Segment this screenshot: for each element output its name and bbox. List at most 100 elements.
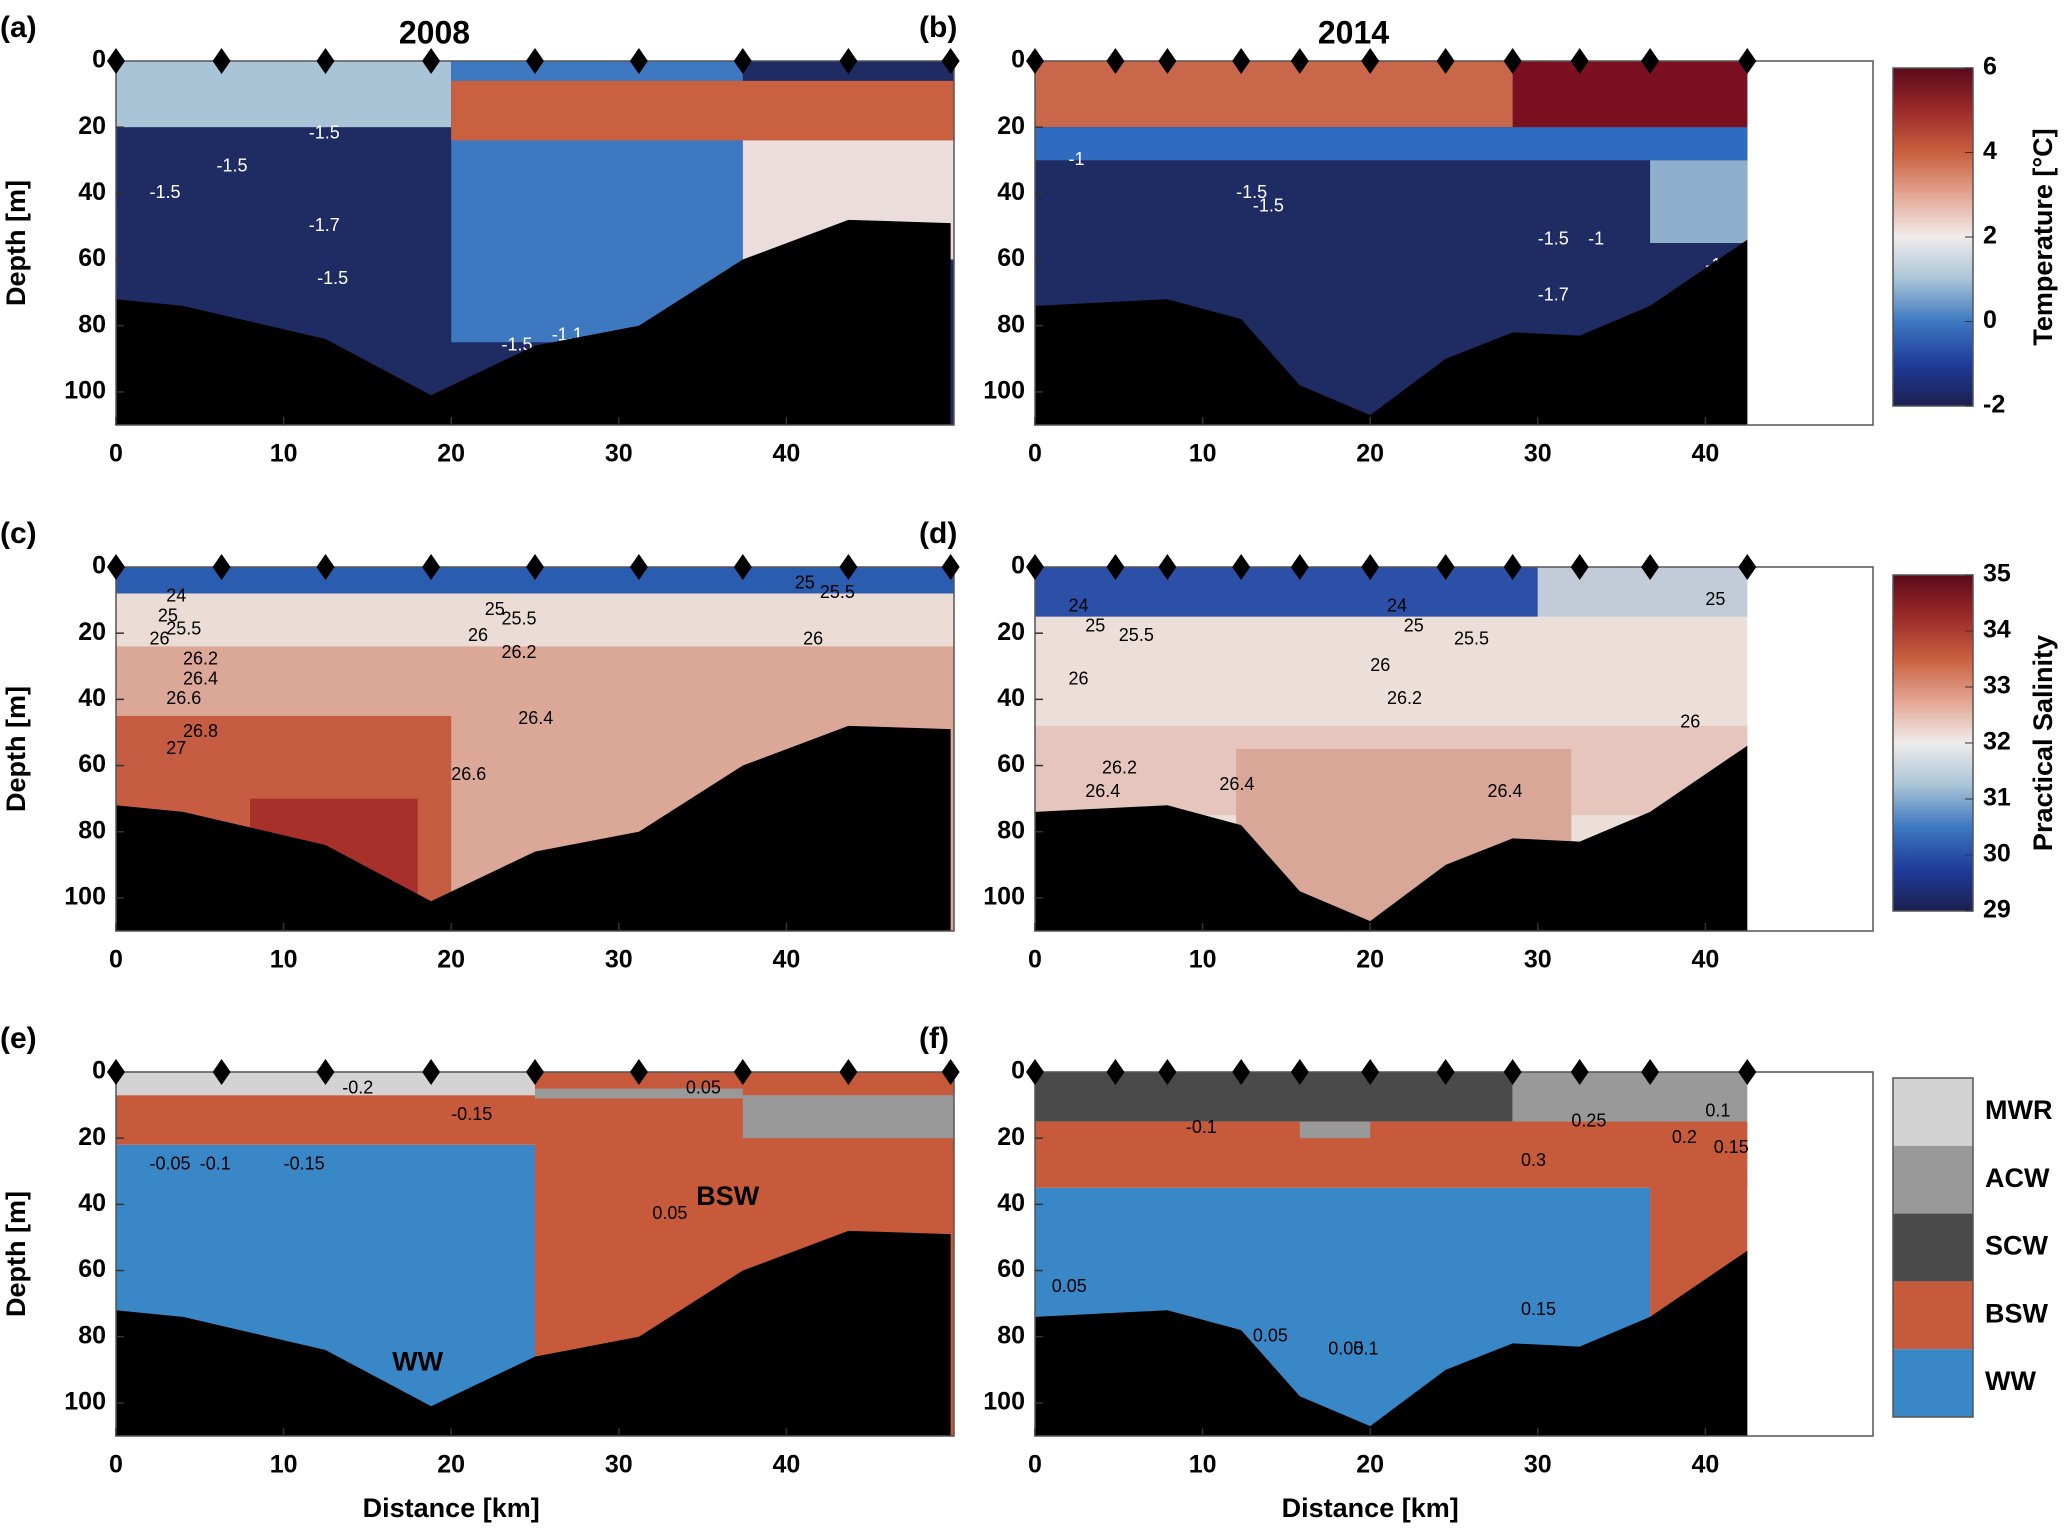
contour-label: 25.5 [1454, 629, 1489, 649]
contour-label: 0.1 [1353, 1339, 1378, 1359]
x-tick-label: 10 [270, 440, 298, 468]
y-tick-label: 40 [78, 684, 106, 712]
legend-swatch [1893, 1145, 1973, 1214]
station-marker [1106, 48, 1125, 74]
y-tick-label: 20 [78, 112, 106, 140]
y-tick-label: 80 [78, 310, 106, 338]
y-tick-label: 60 [78, 1255, 106, 1283]
contour-label: -1 [1069, 149, 1085, 169]
station-marker [1641, 48, 1660, 74]
water-region [451, 80, 954, 141]
station-marker [733, 554, 752, 580]
x-tick-label: 10 [1189, 1451, 1217, 1479]
colorbar-tick-label: 0 [1983, 306, 1997, 334]
x-tick-label: 20 [1356, 1451, 1384, 1479]
contour-label: 26 [803, 629, 823, 649]
x-tick-label: 40 [1691, 946, 1719, 974]
x-tick-label: 40 [1691, 1451, 1719, 1479]
legend: MWR ACW SCW BSW WW [1892, 1077, 2052, 1418]
legend-swatch [1893, 1213, 1973, 1282]
station-marker [1106, 554, 1125, 580]
station-marker [839, 48, 858, 74]
contour-label: 0.05 [686, 1077, 721, 1097]
station-marker [526, 48, 544, 74]
contour-label: -1 [1588, 228, 1604, 248]
contour-label: -0.1 [200, 1153, 231, 1173]
seafloor [116, 725, 951, 931]
station-marker [733, 1059, 752, 1085]
colorbar-tick-label: 34 [1983, 616, 2011, 644]
y-tick-label: 100 [64, 377, 106, 405]
contour-label: -1.5 [317, 268, 348, 288]
contour-label: -0.2 [342, 1077, 373, 1097]
x-tick-label: 30 [1524, 946, 1552, 974]
station-marker [1641, 1059, 1660, 1085]
legend-label: SCW [1985, 1231, 2049, 1261]
station-marker [839, 1059, 858, 1085]
y-tick-label: 0 [92, 552, 106, 580]
contour-label: 24 [1387, 595, 1407, 615]
station-marker [733, 48, 752, 74]
y-tick-label: 100 [64, 1388, 106, 1416]
contour-label: 26.2 [501, 642, 536, 662]
x-tick-label: 0 [1028, 440, 1042, 468]
contour-label: -1.5 [1538, 228, 1569, 248]
station-marker [941, 554, 960, 580]
panel: -0.10.30.250.2 0.150.10.050.050.10.150.05… [919, 1022, 1874, 1523]
contour-label: 26.4 [518, 708, 553, 728]
x-tick-label: 10 [1189, 946, 1217, 974]
y-tick-label: 20 [997, 1123, 1025, 1151]
x-tick-label: 20 [437, 1451, 465, 1479]
station-marker [526, 554, 544, 580]
station-marker [422, 1059, 441, 1085]
station-marker [1232, 1059, 1251, 1085]
contour-label: 0.25 [1571, 1110, 1606, 1130]
x-tick-label: 40 [772, 440, 800, 468]
station-marker [1106, 1059, 1125, 1085]
contour-label: 26.6 [451, 764, 486, 784]
panel-label: (d) [919, 517, 957, 550]
contour-label: 0.1 [1705, 1100, 1730, 1120]
colorbar-tick-label: -2 [1983, 391, 2005, 419]
contour-label: -1.5 [309, 123, 340, 143]
panel-label: (a) [0, 11, 37, 44]
colorbar-tick-label: 6 [1983, 53, 1997, 81]
x-axis-label: Distance [km] [363, 1493, 540, 1523]
water-region [1035, 1072, 1513, 1122]
water-region [1035, 127, 1748, 161]
water-region [1537, 567, 1748, 617]
station-marker [1026, 1059, 1044, 1085]
station-marker [1738, 1059, 1757, 1085]
legend-swatch [1893, 1281, 1973, 1350]
colorbar-tick-label: 30 [1983, 840, 2011, 868]
y-tick-label: 60 [78, 750, 106, 778]
station-marker [1232, 48, 1251, 74]
station-marker [1436, 1059, 1455, 1085]
legend-label: WW [1985, 1366, 2036, 1396]
y-tick-label: 60 [997, 244, 1025, 272]
x-tick-label: 0 [109, 440, 123, 468]
station-marker [1503, 1059, 1522, 1085]
contour-label: 26.4 [1488, 781, 1523, 801]
station-marker [316, 554, 335, 580]
y-tick-label: 60 [997, 750, 1025, 778]
legend-label: BSW [1985, 1298, 2049, 1328]
x-axis-label: Distance [km] [1282, 1493, 1459, 1523]
water-region [116, 61, 452, 128]
x-tick-label: 0 [109, 1451, 123, 1479]
water-region [1035, 567, 1538, 617]
station-marker [107, 554, 125, 580]
station-marker [1361, 1059, 1380, 1085]
station-marker [526, 1059, 544, 1085]
contour-label: -0.05 [150, 1153, 191, 1173]
x-tick-label: 30 [1524, 1451, 1552, 1479]
y-tick-label: 0 [92, 46, 106, 74]
station-marker [1361, 48, 1380, 74]
y-tick-label: 0 [1011, 1057, 1025, 1085]
contour-label: 26.8 [183, 721, 218, 741]
contour-label: 25.5 [1119, 625, 1154, 645]
station-marker [1570, 554, 1589, 580]
